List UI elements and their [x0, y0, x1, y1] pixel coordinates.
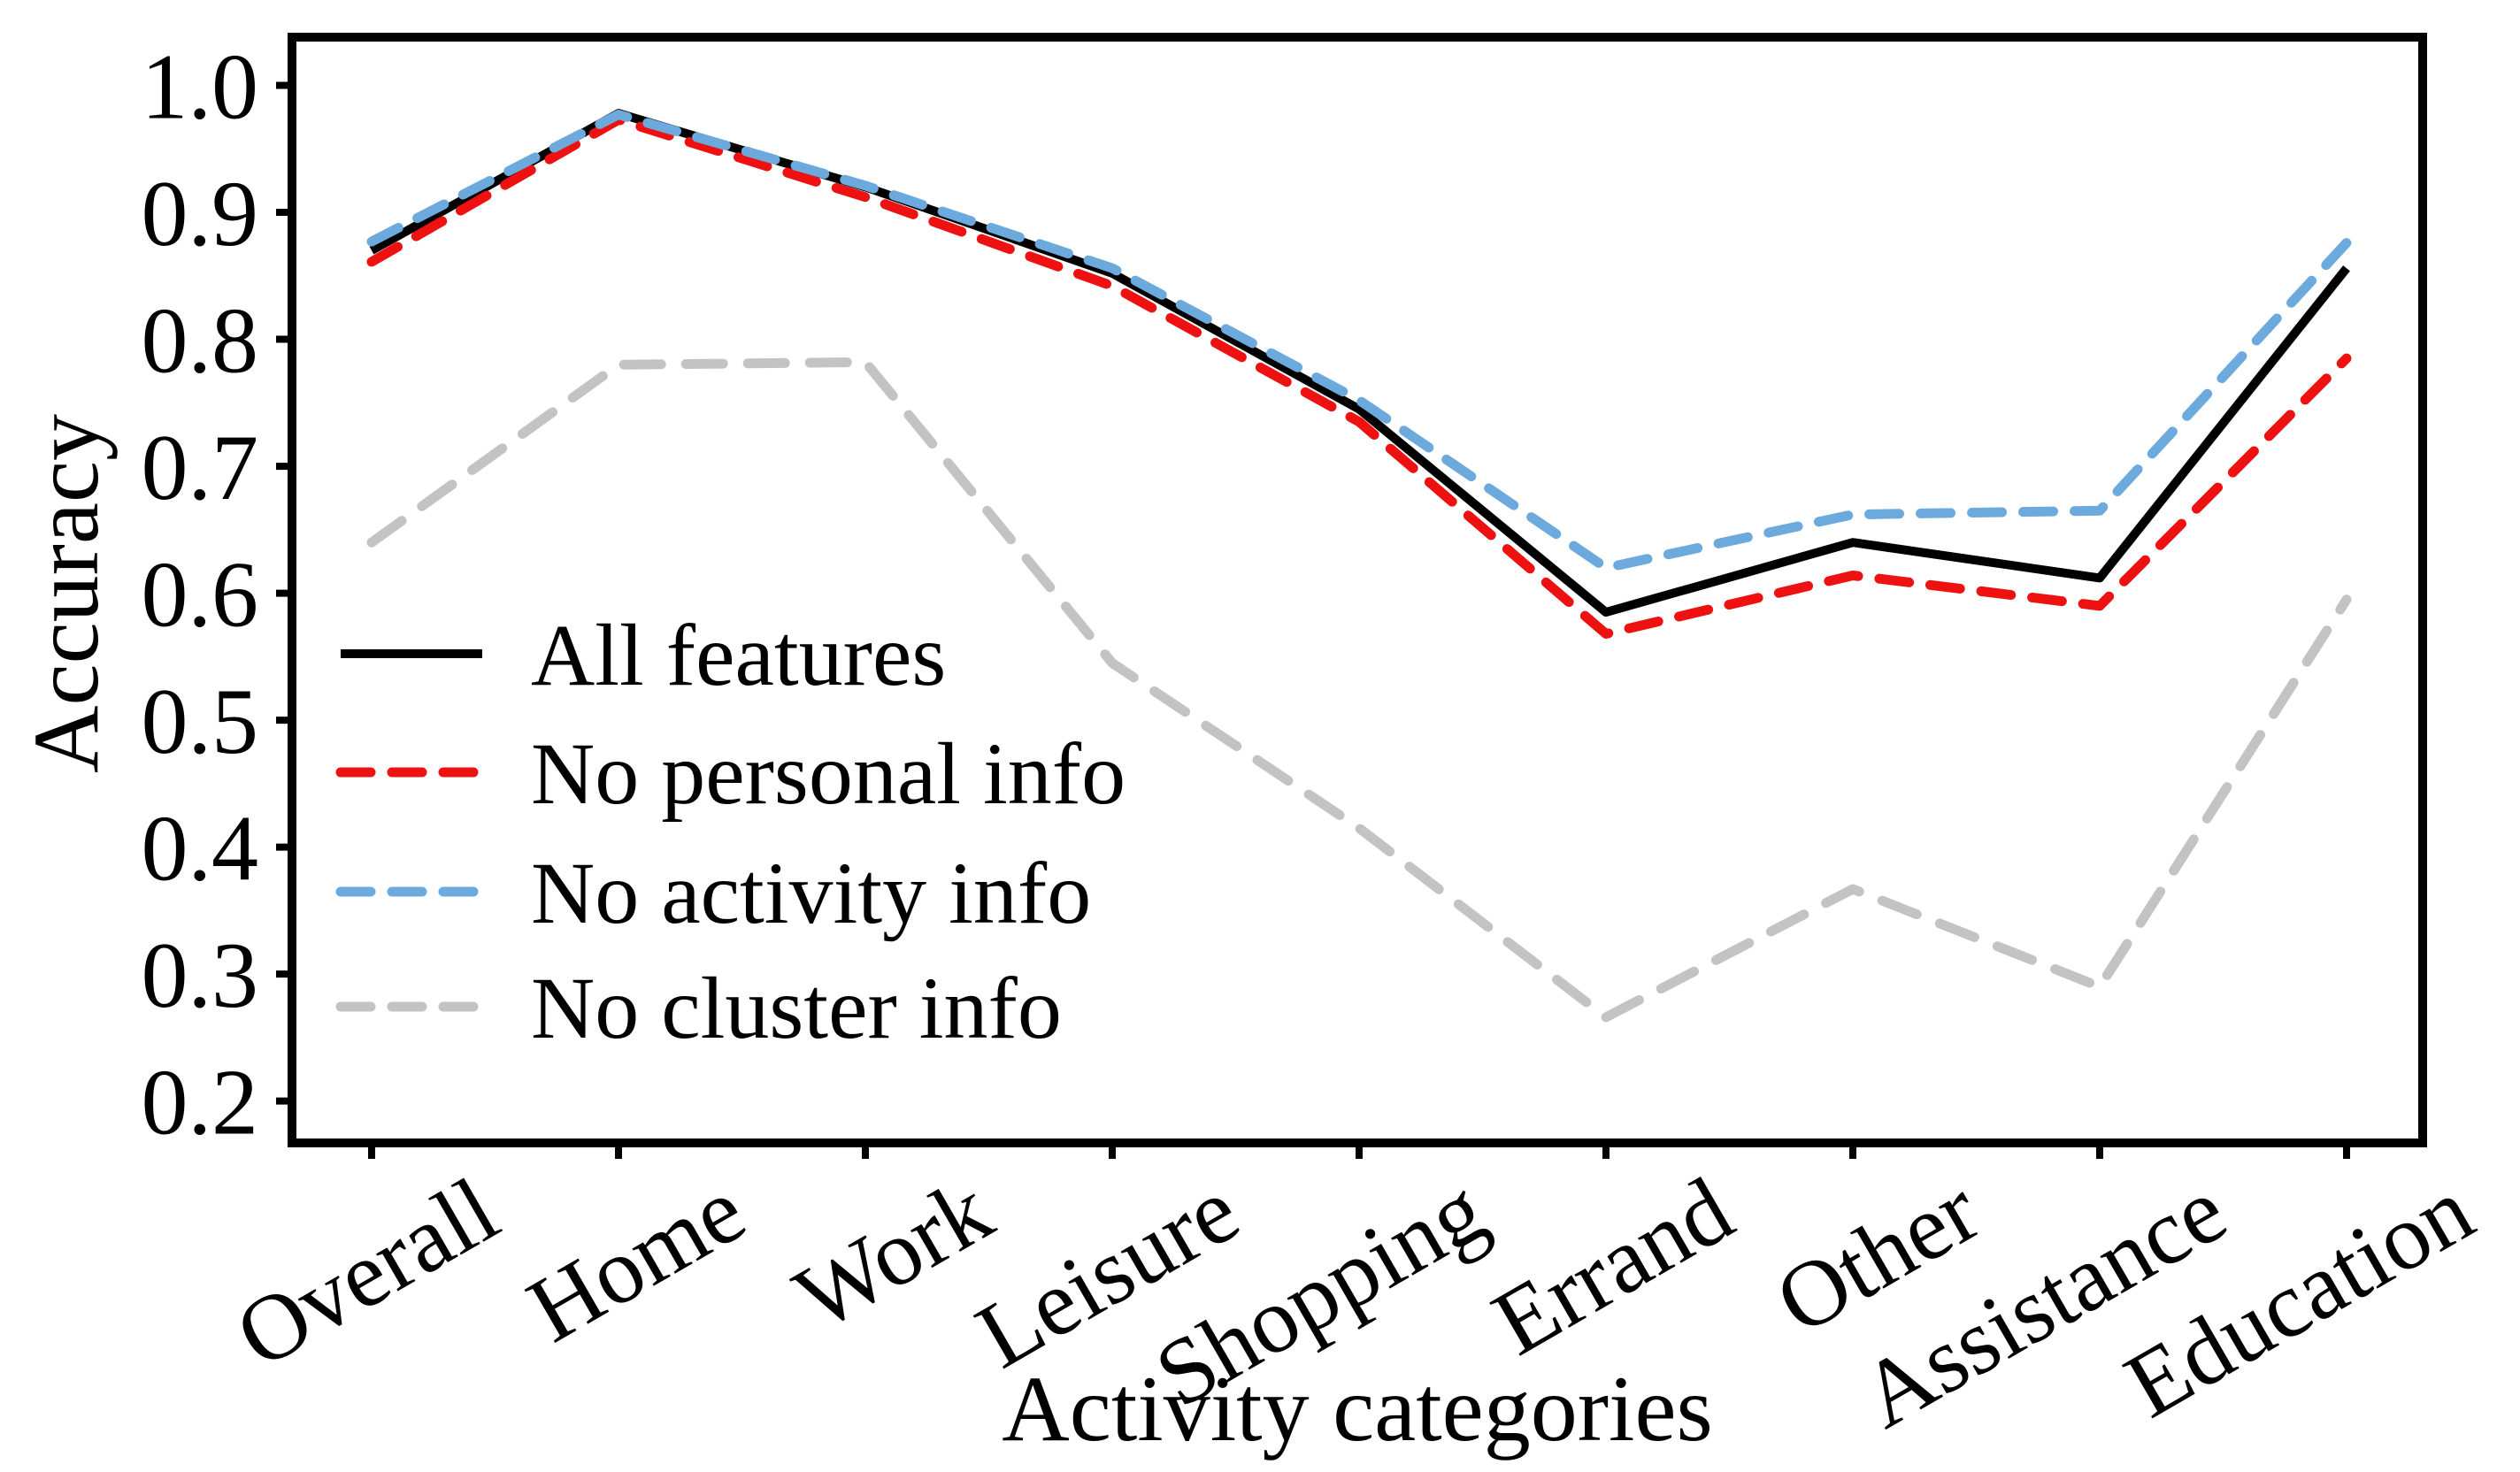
- legend-entry-no-personal-info: No personal info: [335, 724, 1126, 823]
- series-line-no-personal-info: [366, 114, 2352, 639]
- legend-label: All features: [531, 606, 946, 704]
- legend-label: No personal info: [531, 724, 1126, 823]
- y-tick-label-0.7: 0.7: [142, 416, 259, 519]
- y-axis-title: Accuracy: [14, 414, 118, 773]
- y-tick-label-0.9: 0.9: [142, 162, 259, 265]
- y-tick-label-0.4: 0.4: [142, 797, 259, 901]
- x-tick-label-Errand: Errand: [1476, 1158, 1748, 1376]
- x-tick-label-Home: Home: [511, 1158, 762, 1362]
- y-tick-label-0.5: 0.5: [142, 670, 259, 773]
- axes-frame: [288, 33, 2427, 1147]
- plot-area: [292, 37, 2423, 1143]
- y-tick-label-0.2: 0.2: [142, 1051, 259, 1154]
- y-tick-label-0.8: 0.8: [142, 289, 259, 393]
- legend-entry-no-cluster-info: No cluster info: [335, 959, 1062, 1057]
- series-line-no-cluster-info: [366, 356, 2352, 1023]
- y-tick-label-0.6: 0.6: [142, 543, 259, 647]
- legend-entry-no-activity-info: No activity info: [335, 844, 1091, 942]
- legend-label: No cluster info: [531, 959, 1062, 1057]
- legend-label: No activity info: [531, 844, 1091, 942]
- x-axis-title: Activity categories: [1002, 1357, 1713, 1460]
- y-tick-label-0.3: 0.3: [142, 924, 259, 1027]
- series-line-no-activity-info: [366, 110, 2352, 573]
- x-tick-label-Overall: Overall: [219, 1158, 515, 1388]
- legend: All features No personal info No activity …: [335, 606, 1126, 1057]
- legend-entry-all-features: All features: [341, 606, 946, 704]
- y-tick-label-1.0: 1.0: [142, 35, 259, 139]
